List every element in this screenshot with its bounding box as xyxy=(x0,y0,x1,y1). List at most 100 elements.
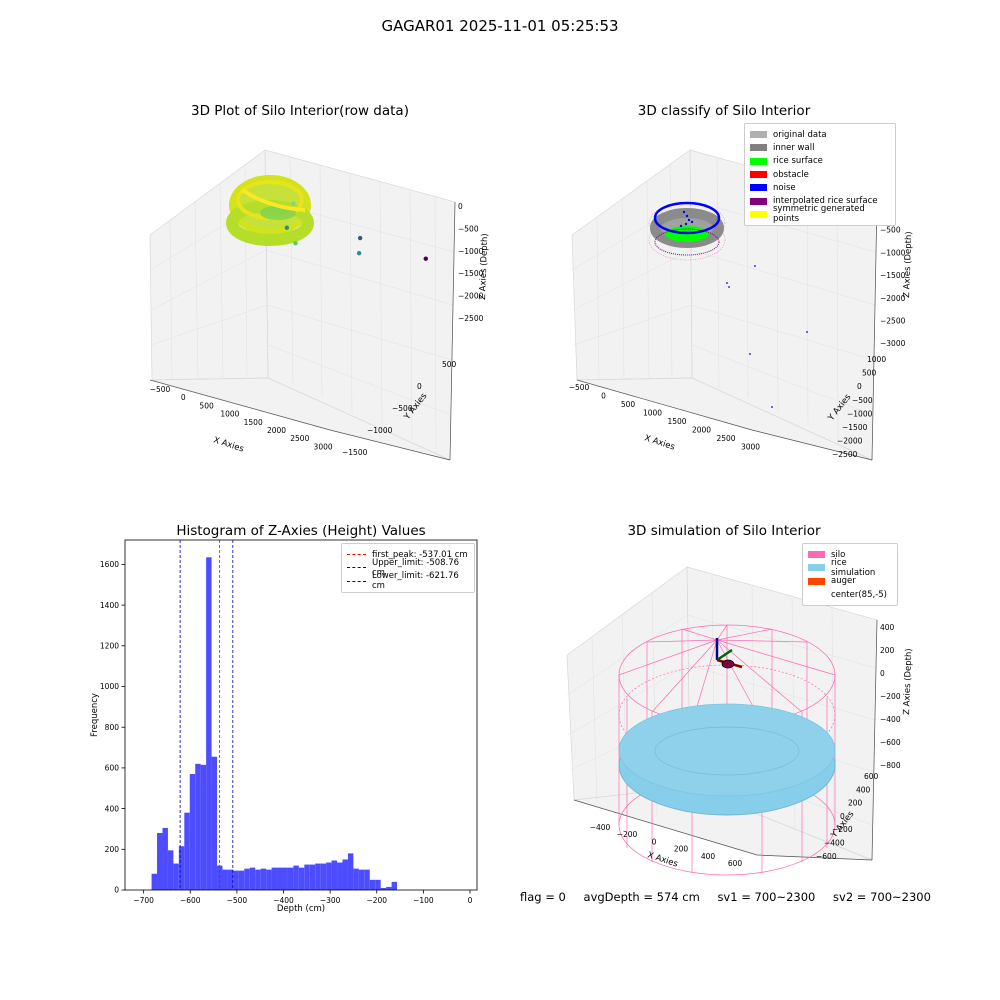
sv1-text: sv1 = 700~2300 xyxy=(717,890,816,904)
panel2-ticks: −50005001000150020002500300010005000−500… xyxy=(569,203,906,459)
histogram-bar xyxy=(222,869,228,890)
histogram-legend-label: Upper_limit: -508.76 cm xyxy=(372,557,460,578)
outlier-point xyxy=(356,251,362,256)
histogram-bar xyxy=(227,869,234,890)
histogram-bar xyxy=(206,557,212,890)
histogram-chart: −700 −600 −500 −400 −300 −200 −100 0 0 200 400 600… xyxy=(90,539,478,914)
panel1-xtick: 3000 xyxy=(314,442,333,451)
panel2-ytick: 1000 xyxy=(867,355,886,364)
panel4-ytick: 600 xyxy=(864,772,879,781)
panel4-3d-axes: −400−20002004006006004002000−200−400−600… xyxy=(566,566,914,876)
panel4-legend-swatch xyxy=(808,591,825,598)
histogram-bar xyxy=(375,879,381,890)
panel4-ztick: −600 xyxy=(880,738,901,747)
histogram-bar xyxy=(369,879,376,890)
panel4-xtick: 200 xyxy=(674,845,689,854)
histogram-xtick: −200 xyxy=(366,896,387,905)
histogram-ylabel: Frequency xyxy=(90,693,100,737)
panel2-legend-label: rice surface xyxy=(773,156,823,167)
panel2-ytick: −1500 xyxy=(842,423,868,432)
histogram-ytick: 0 xyxy=(114,886,119,895)
panel1-ticks: −500 0 500 1000 1500 2000 2500 3000 500 0 −500 −100… xyxy=(150,202,484,457)
panel2-legend: original data inner wall rice surface obsta… xyxy=(744,123,896,227)
panel2-legend-item: noise xyxy=(750,181,890,194)
panel2-legend-label: symmetric generated points xyxy=(773,204,865,225)
panel1-ytick: 500 xyxy=(442,360,457,369)
histogram-legend-item: Lower_limit: -621.76 cm xyxy=(347,571,469,591)
panel4-legend-item: silo xyxy=(808,548,892,561)
histogram-ytick: 1000 xyxy=(100,682,119,691)
histogram-legend-label: Lower_limit: -621.76 cm xyxy=(372,571,459,592)
panel1-xtick: 2500 xyxy=(290,434,309,443)
panel2-legend-item: symmetric generated points xyxy=(750,204,890,224)
histogram-bar xyxy=(277,867,283,890)
histogram-bar xyxy=(347,853,354,890)
panel2-ztick: −3000 xyxy=(880,339,906,348)
panel4-ztick: −200 xyxy=(880,692,901,701)
histogram-xtick: −300 xyxy=(320,896,341,905)
panel1-ytick: 0 xyxy=(417,382,422,391)
panel1-ytick: −1500 xyxy=(342,448,368,457)
panel4-zlabel: Z Axies (Depth) xyxy=(902,648,914,715)
panel4-ytick: −400 xyxy=(824,839,845,848)
histogram-legend-line xyxy=(347,580,366,582)
histogram-bar xyxy=(315,863,321,890)
outlier-point xyxy=(423,256,428,261)
panel1-3d-axes: −500 0 500 1000 1500 2000 2500 3000 500 0 −500 −100… xyxy=(149,149,490,461)
outlier-point xyxy=(284,225,290,230)
histogram-legend-item: first_peak: -537.01 cm xyxy=(347,548,469,561)
panel2-pane-left xyxy=(571,149,693,381)
panel1-xtick: 2000 xyxy=(267,426,286,435)
histogram-xtick: −500 xyxy=(227,896,248,905)
histogram-ytick: 800 xyxy=(105,723,120,732)
histogram-bar xyxy=(293,865,299,890)
panel2-xtick: 1000 xyxy=(643,409,662,418)
histogram-xtick: −700 xyxy=(133,896,154,905)
panel2-ztick: −2000 xyxy=(880,294,906,303)
histogram-bar xyxy=(157,833,163,890)
panel2-legend-swatch xyxy=(750,131,767,139)
panel2-ztick: −500 xyxy=(880,226,901,235)
panel2-legend-label: original data xyxy=(773,129,827,140)
histogram-bar xyxy=(167,850,174,890)
panel1-silo-ring-points xyxy=(226,175,314,246)
panel4-ztick: −400 xyxy=(880,715,901,724)
panel2-xtick: 3000 xyxy=(741,443,760,452)
histogram-bar xyxy=(178,846,185,890)
panel4-legend: silo rice simulation auger center(85,-5) xyxy=(802,543,898,607)
panel4-xtick: 600 xyxy=(728,859,743,868)
histogram-legend-line xyxy=(347,567,366,569)
panel2-ytick: −2000 xyxy=(837,437,863,446)
panel1-xtick: 1500 xyxy=(244,418,263,427)
histogram-ytick: 400 xyxy=(105,804,120,813)
histogram-bar xyxy=(331,860,338,890)
panel2-xlabel: X Axies xyxy=(643,433,676,452)
histogram-bar xyxy=(326,862,332,890)
panel1-zlabel: Z Axies (Depth) xyxy=(478,233,490,300)
histogram-ytick: 600 xyxy=(105,764,120,773)
status-footer: flag = 0 avgDepth = 574 cm sv1 = 700~230… xyxy=(520,890,945,904)
panel2-legend-label: obstacle xyxy=(773,169,809,180)
panel1-ztick: −500 xyxy=(458,224,479,233)
histogram-xtick: −100 xyxy=(413,896,434,905)
histogram-xtick: 0 xyxy=(468,896,473,905)
histogram-bars xyxy=(151,557,398,890)
histogram-bar xyxy=(271,867,278,890)
histogram-ytick: 200 xyxy=(105,845,120,854)
histogram-bar xyxy=(309,864,316,890)
sv2-text: sv2 = 700~2300 xyxy=(833,890,931,904)
panel1-xtick: 1000 xyxy=(220,410,239,419)
panel4-ztick: 0 xyxy=(880,669,885,678)
histogram-bar xyxy=(260,868,267,890)
histogram-vlines xyxy=(179,540,234,890)
panel1-xtick: 0 xyxy=(181,393,186,402)
histogram-bar xyxy=(266,869,272,890)
histogram-bar xyxy=(320,863,327,890)
histogram-bar xyxy=(200,764,207,890)
panel4-legend-swatch xyxy=(808,577,825,585)
histogram-bar xyxy=(353,868,359,890)
panel2-legend-swatch xyxy=(750,144,767,152)
histogram-ytick: 1600 xyxy=(100,560,119,569)
panel1-outlier-points xyxy=(284,201,428,261)
histogram-ytick: 1200 xyxy=(100,642,119,651)
